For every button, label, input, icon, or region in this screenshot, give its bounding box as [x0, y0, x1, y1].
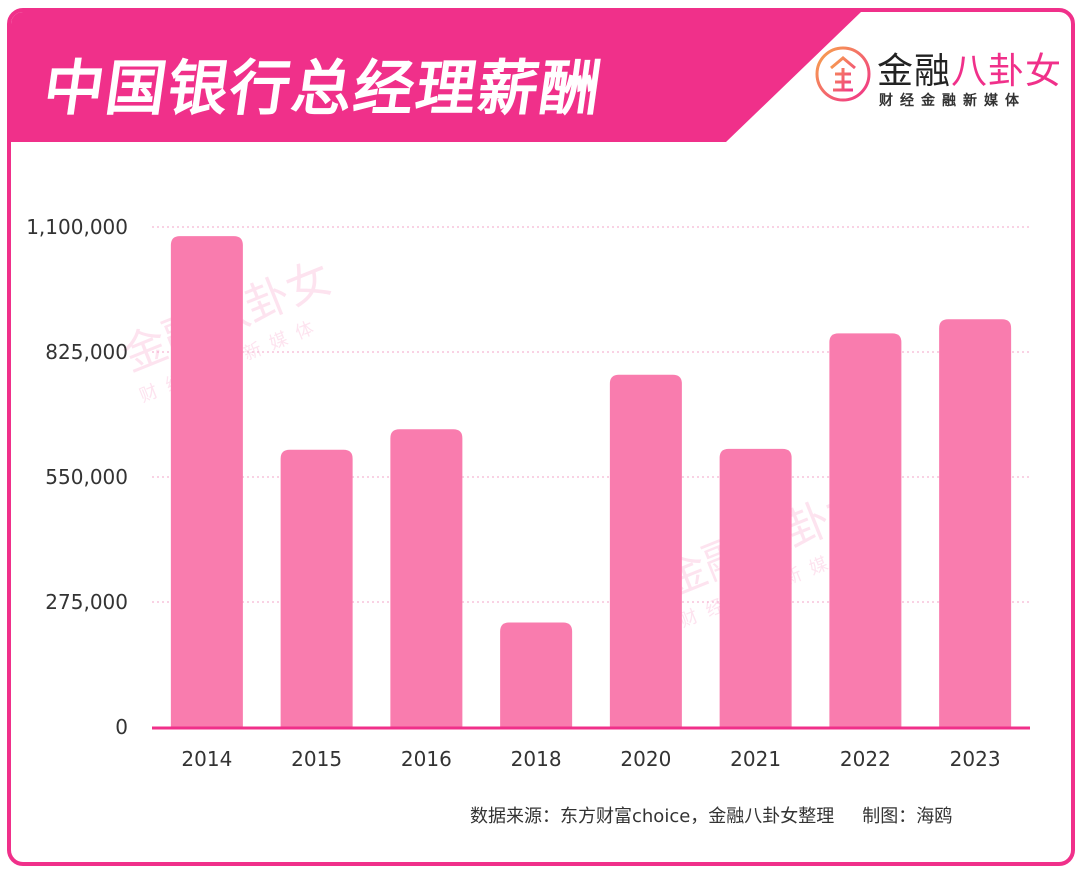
- x-tick-label: 2023: [950, 747, 1001, 771]
- brand-name-pink: 八卦女: [951, 51, 1063, 92]
- author-text: 制图：海鸥: [862, 806, 953, 827]
- y-tick-label: 550,000: [45, 465, 128, 489]
- brand-logo: 金融八卦女 财经金融新媒体: [813, 36, 1061, 126]
- y-tick-label: 0: [115, 715, 128, 739]
- y-tick-label: 825,000: [45, 340, 128, 364]
- bar: [609, 374, 682, 727]
- brand-subtitle: 财经金融新媒体: [879, 93, 1026, 109]
- jin-circle-logo-icon: [815, 46, 871, 102]
- brand-name: 金融八卦女: [877, 42, 1062, 94]
- bar: [719, 448, 792, 727]
- bar: [939, 319, 1012, 727]
- bar: [829, 333, 902, 727]
- x-tick-label: 2014: [181, 747, 232, 771]
- y-tick-label: 1,100,000: [26, 215, 128, 239]
- y-tick-label: 275,000: [45, 590, 128, 614]
- x-tick-label: 2016: [401, 747, 452, 771]
- brand-name-black: 金融: [877, 51, 952, 92]
- bar: [390, 429, 463, 727]
- x-tick-label: 2021: [730, 747, 781, 771]
- bar: [500, 622, 573, 727]
- source-note: 数据来源：东方财富choice，金融八卦女整理 制图：海鸥: [470, 802, 980, 828]
- source-text: 数据来源：东方财富choice，金融八卦女整理: [470, 806, 835, 827]
- bar: [170, 236, 243, 727]
- banner-shape: [11, 12, 861, 142]
- title-banner: 中国银行总经理薪酬: [11, 12, 1071, 142]
- x-tick-label: 2022: [840, 747, 891, 771]
- x-tick-label: 2018: [511, 747, 562, 771]
- x-tick-label: 2020: [620, 747, 671, 771]
- bar: [280, 449, 353, 727]
- x-tick-label: 2015: [291, 747, 342, 771]
